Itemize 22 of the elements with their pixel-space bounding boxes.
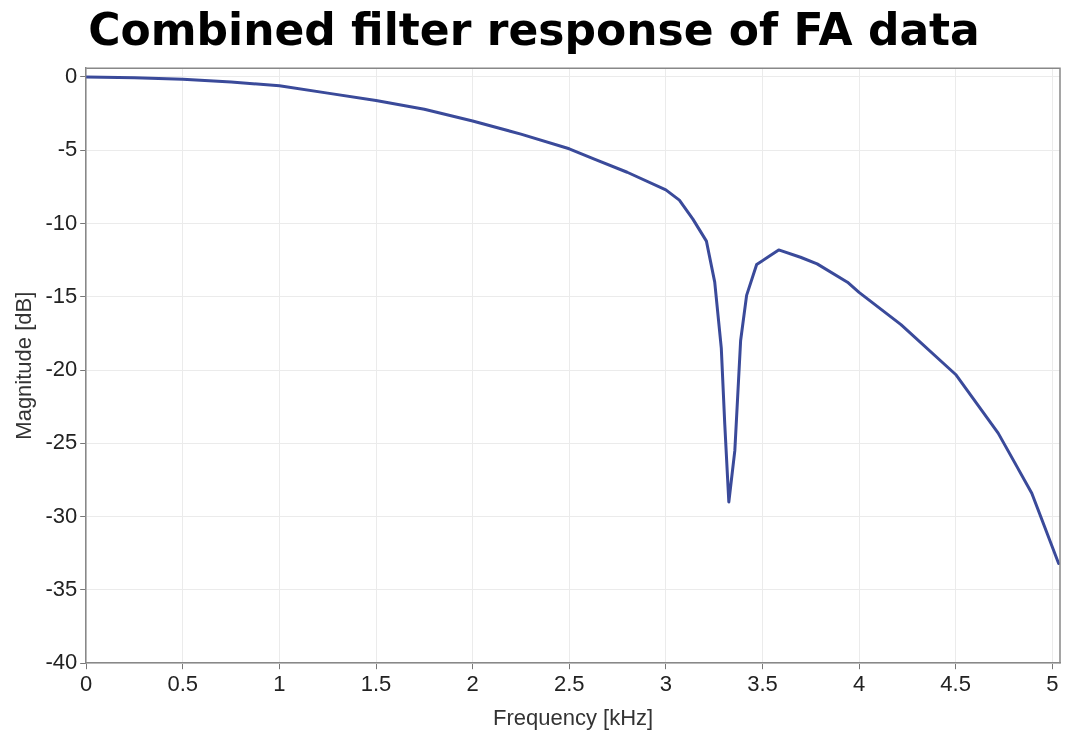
y-tick-label: -30 <box>45 502 78 528</box>
y-tick-label: -25 <box>45 429 78 455</box>
y-tick-label: -35 <box>45 575 78 601</box>
y-tick-label: -40 <box>45 649 78 675</box>
y-tick-label: 0 <box>64 63 78 89</box>
x-tick-label: 3 <box>659 671 672 697</box>
y-axis-title: Magnitude [dB] <box>11 291 37 440</box>
y-tick-label: -5 <box>57 136 78 162</box>
x-tick-label: 2 <box>466 671 479 697</box>
x-axis-title: Frequency [kHz] <box>493 704 654 730</box>
y-tick-label: -10 <box>45 209 78 235</box>
x-tick-label: 0.5 <box>167 671 199 697</box>
chart-title: Combined filter response of FA data <box>87 4 981 55</box>
x-tick-label: 1.5 <box>360 671 392 697</box>
x-tick-label: 4.5 <box>940 671 971 697</box>
x-tick-label: 1 <box>273 671 286 697</box>
x-tick-label: 4 <box>852 671 866 697</box>
y-tick-label: -20 <box>45 356 78 382</box>
x-tick-label: 5 <box>1046 671 1059 697</box>
y-tick-label: -15 <box>45 282 78 308</box>
x-tick-label: 3.5 <box>747 671 778 697</box>
x-tick-label: 2.5 <box>553 671 585 697</box>
